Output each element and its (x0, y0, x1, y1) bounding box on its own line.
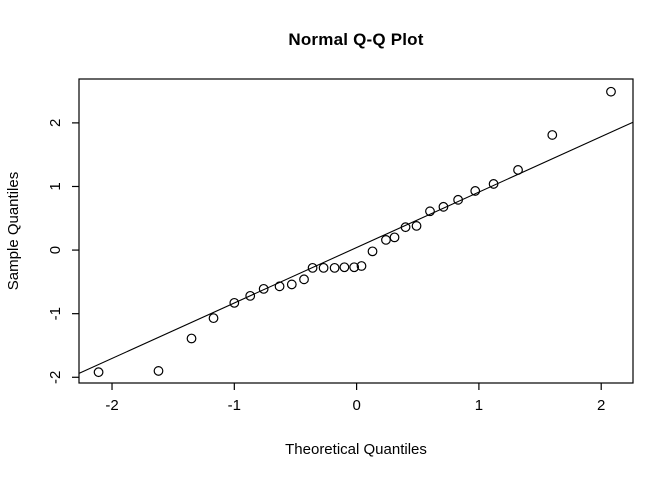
data-point-marker (425, 206, 435, 217)
x-tick-label: -2 (105, 397, 118, 414)
plot-border (78, 78, 634, 384)
data-point-marker (93, 367, 104, 378)
data-point-marker (453, 194, 464, 205)
data-point-marker (186, 333, 197, 344)
qq-line (78, 121, 634, 374)
data-point-marker (438, 201, 449, 212)
data-point-marker (389, 232, 400, 243)
y-tick-label: 2 (47, 119, 64, 127)
data-point-marker (488, 179, 499, 189)
data-point-marker (208, 313, 219, 324)
x-tick-label: 0 (352, 397, 360, 414)
data-point-marker (470, 186, 481, 196)
x-tick-label: 2 (597, 397, 605, 414)
data-point-marker (329, 262, 340, 273)
data-point-marker (349, 262, 360, 273)
data-point-marker (286, 279, 297, 290)
data-point-marker (258, 283, 269, 294)
data-point-marker (245, 290, 256, 301)
data-point-marker (547, 130, 558, 140)
data-point-marker (411, 221, 422, 231)
data-point-marker (318, 262, 329, 273)
x-tick-label: 1 (475, 397, 483, 414)
data-point-marker (513, 165, 523, 175)
data-point-marker (381, 235, 391, 245)
chart-title: Normal Q-Q Plot (288, 30, 424, 49)
data-point-marker (367, 246, 378, 257)
data-point-marker (274, 281, 285, 292)
x-tick-label: -1 (228, 397, 241, 414)
y-tick-label: 0 (47, 246, 64, 254)
data-point-marker (400, 222, 411, 233)
data-point-marker (299, 274, 309, 285)
data-point-marker (307, 262, 318, 273)
data-point-marker (339, 262, 350, 273)
x-axis-label: Theoretical Quantiles (285, 441, 427, 458)
data-point-marker (153, 366, 164, 376)
data-point-marker (356, 261, 367, 271)
y-tick-label: -1 (47, 307, 64, 320)
y-tick-label: -2 (47, 371, 64, 384)
data-point-marker (229, 297, 240, 308)
y-tick-label: 1 (47, 182, 64, 190)
data-point-marker (606, 86, 616, 97)
